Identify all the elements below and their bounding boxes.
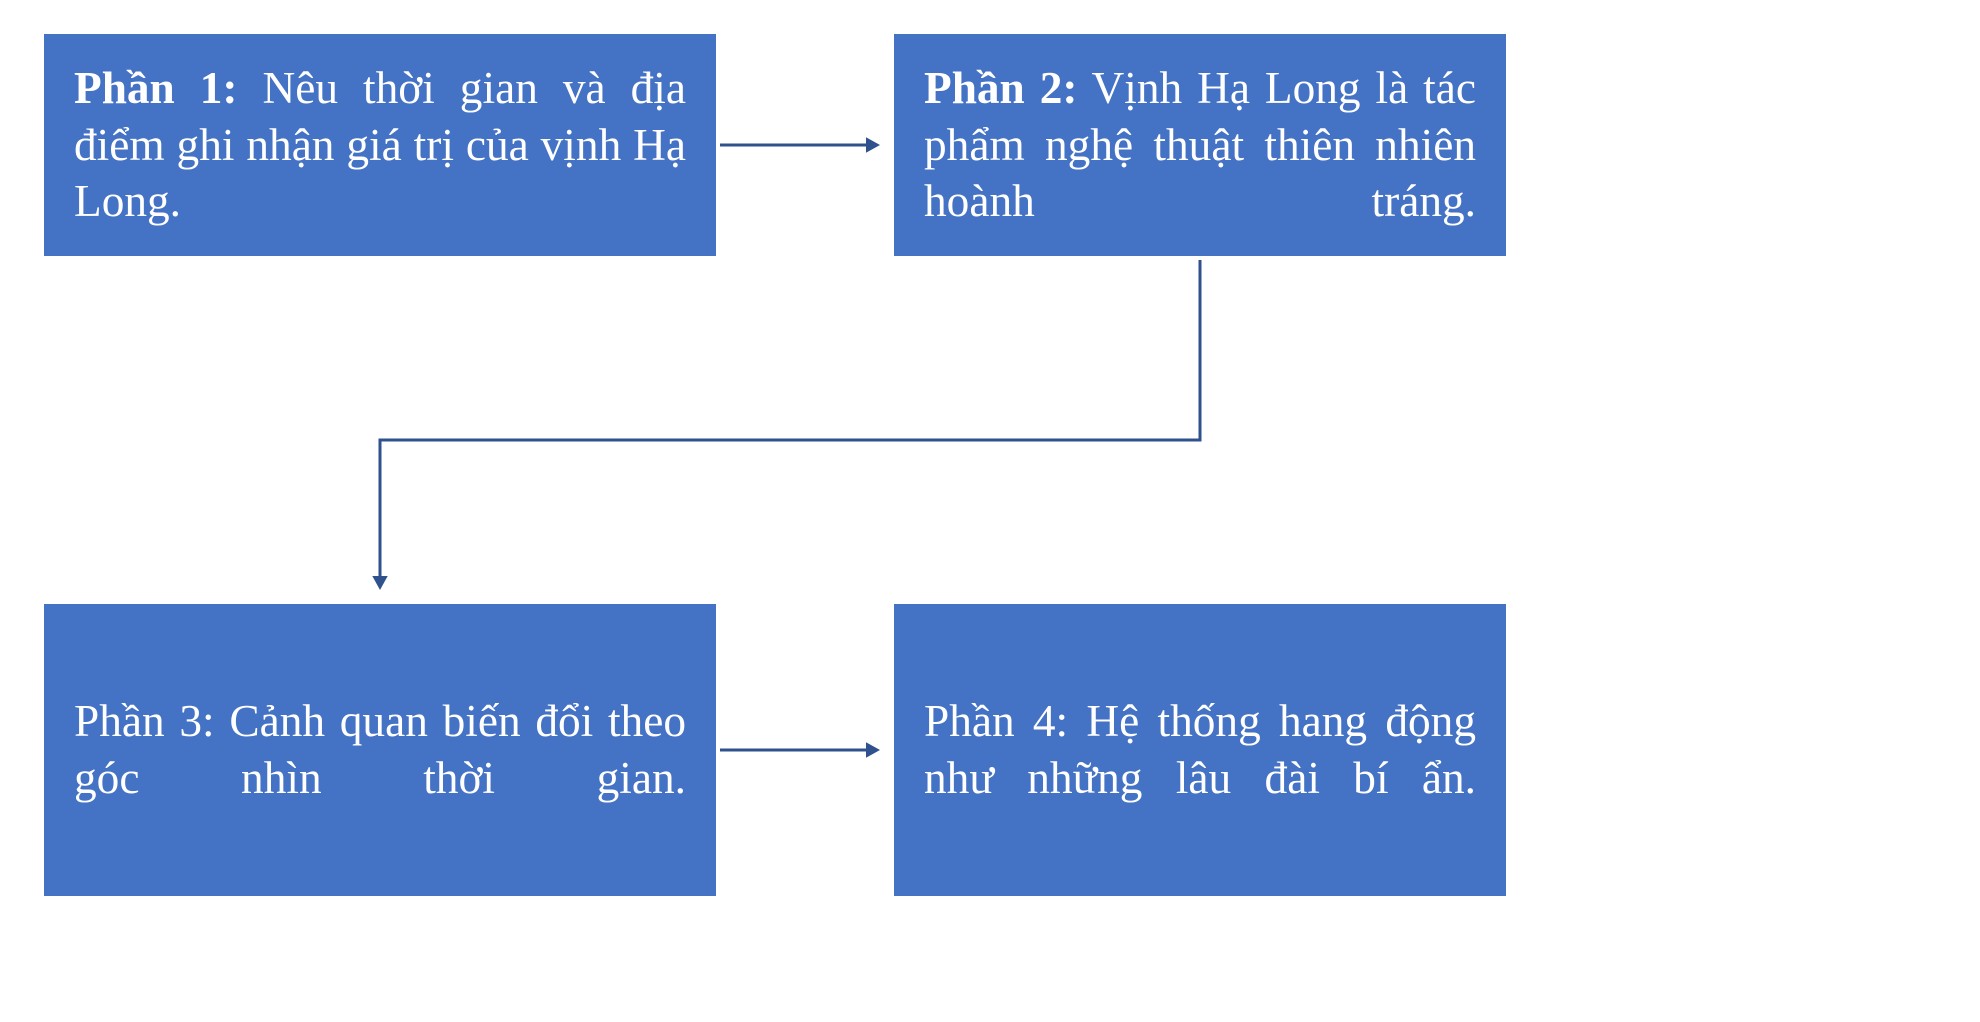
flowchart-node-n4: Phần 4: Hệ thống hang động như những lâu… [890, 600, 1510, 900]
node-title: Phần 3: [74, 696, 215, 746]
node-title: Phần 2: [924, 63, 1077, 113]
node-title: Phần 1: [74, 63, 238, 113]
flowchart-node-n1: Phần 1: Nêu thời gian và địa điểm ghi nh… [40, 30, 720, 260]
flowchart-node-n2: Phần 2: Vịnh Hạ Long là tác phẩm nghệ th… [890, 30, 1510, 260]
node-title: Phần 4: [924, 696, 1068, 746]
flowchart-canvas: Phần 1: Nêu thời gian và địa điểm ghi nh… [0, 0, 1980, 1022]
flowchart-node-n3: Phần 3: Cảnh quan biến đổi theo góc nhìn… [40, 600, 720, 900]
